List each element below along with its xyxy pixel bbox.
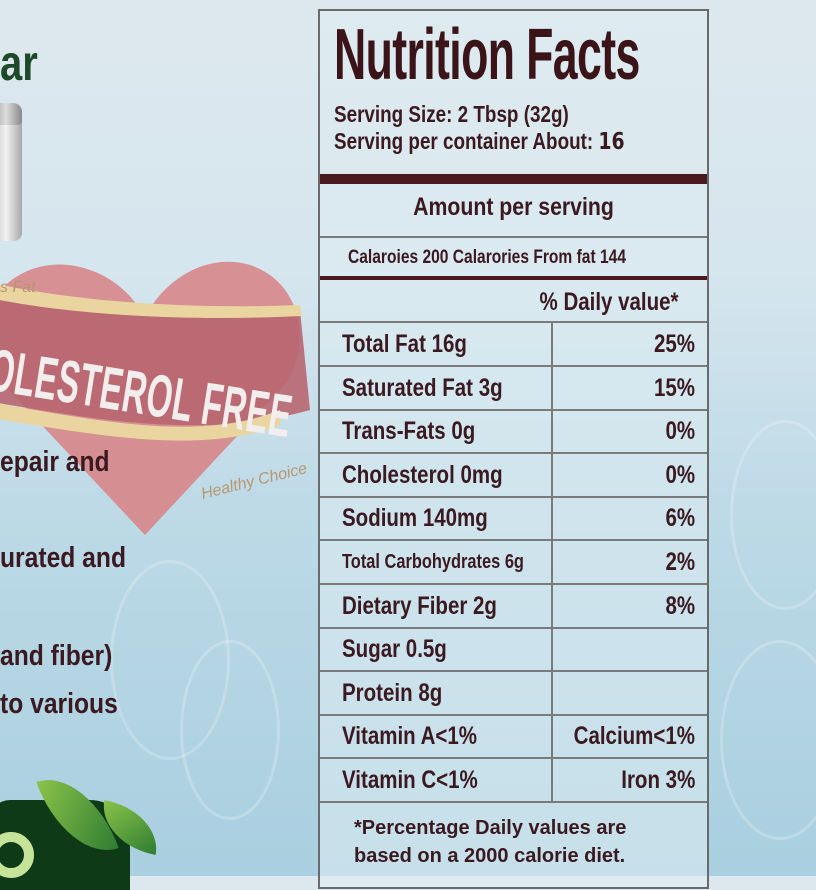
nutrient-name: Protein 8g	[342, 678, 443, 707]
nutrient-value: 0%	[665, 417, 695, 446]
description-line: to various	[0, 688, 118, 720]
thick-divider	[320, 174, 707, 184]
divider	[320, 626, 707, 629]
nutrition-facts-label: Nutrition Facts Serving Size: 2 Tbsp (32…	[318, 9, 709, 889]
label-title: Nutrition Facts	[334, 15, 640, 95]
divider	[320, 408, 707, 411]
cholesterol-free-heart-badge	[0, 261, 310, 535]
nutrient-name: Trans-Fats 0g	[342, 417, 476, 446]
divider	[320, 236, 707, 238]
divider	[320, 670, 707, 673]
divider	[320, 452, 707, 455]
brand-logo-letter	[0, 832, 34, 878]
description-line: urated and	[0, 542, 127, 574]
daily-value-header: % Daily value*	[539, 288, 679, 316]
nutrient-name: Dietary Fiber 2g	[342, 591, 497, 620]
nutrient-value: 8%	[665, 591, 695, 620]
product-title: ar	[0, 35, 38, 91]
nutrient-value: 25%	[653, 330, 695, 358]
footnote: based on a 2000 calorie diet.	[354, 845, 626, 867]
nutrient-name: Vitamin A<1%	[342, 722, 478, 751]
flower-pattern	[720, 640, 816, 840]
nutrient-value: 6%	[665, 504, 695, 533]
divider	[320, 495, 707, 498]
serving-size: Serving Size: 2 Tbsp (32g)	[334, 101, 569, 127]
footnote: *Percentage Daily values are	[354, 817, 627, 839]
divider	[320, 365, 707, 367]
nutrient-name: Total Fat 16g	[342, 330, 467, 358]
nutrient-value: 2%	[665, 548, 695, 576]
nutrient-value: Iron 3%	[620, 766, 695, 794]
divider	[320, 539, 707, 542]
nutrient-value: 15%	[653, 373, 695, 402]
divider	[320, 276, 707, 280]
amount-per-serving: Amount per serving	[413, 193, 614, 221]
description-line: and fiber)	[0, 640, 113, 672]
nutrient-name: Sodium 140mg	[342, 504, 488, 533]
product-can-image	[0, 103, 22, 241]
product-can-lid	[0, 103, 22, 125]
nutrient-name: Saturated Fat 3g	[342, 373, 503, 402]
divider	[320, 713, 707, 716]
nutrient-name: Total Carbohydrates 6g	[342, 550, 524, 573]
description-line: epair and	[0, 446, 110, 478]
flower-pattern	[180, 640, 280, 820]
servings-value: 16	[598, 129, 625, 155]
nutrient-value: Calcium<1%	[573, 722, 695, 751]
nutrient-name: Sugar 0.5g	[342, 635, 447, 664]
divider	[320, 321, 707, 323]
divider	[320, 583, 707, 585]
flower-pattern	[730, 420, 816, 610]
column-divider	[551, 322, 553, 801]
calories-line: Calaroies 200 Calarories From fat 144	[348, 247, 626, 268]
nutrient-name: Vitamin C<1%	[342, 766, 478, 794]
nutrient-value: 0%	[665, 460, 695, 489]
badge-top-text: s Fat	[0, 279, 36, 296]
servings-label: Serving per container About:	[334, 128, 599, 154]
divider	[320, 757, 707, 760]
nutrient-name: Cholesterol 0mg	[342, 460, 503, 489]
divider	[320, 801, 707, 803]
servings-per-container: Serving per container About: 16	[334, 130, 625, 154]
